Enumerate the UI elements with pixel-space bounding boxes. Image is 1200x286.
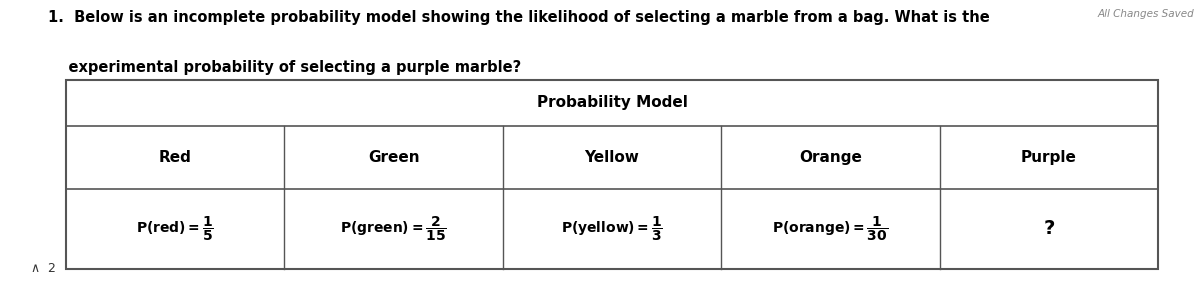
Text: Red: Red [158, 150, 192, 165]
Polygon shape [66, 80, 1158, 269]
Text: $\mathbf{P(yellow) = \dfrac{1}{3}}$: $\mathbf{P(yellow) = \dfrac{1}{3}}$ [562, 214, 662, 243]
Text: 1.  Below is an incomplete probability model showing the likelihood of selecting: 1. Below is an incomplete probability mo… [48, 10, 990, 25]
Text: $\wedge\ \ 2$: $\wedge\ \ 2$ [30, 262, 56, 275]
Text: $\mathbf{?}$: $\mathbf{?}$ [1043, 219, 1055, 238]
Text: Purple: Purple [1021, 150, 1076, 165]
Text: experimental probability of selecting a purple marble?: experimental probability of selecting a … [48, 60, 521, 75]
Text: Orange: Orange [799, 150, 862, 165]
Text: Probability Model: Probability Model [536, 96, 688, 110]
Text: All Changes Saved: All Changes Saved [1097, 9, 1194, 19]
Text: Yellow: Yellow [584, 150, 640, 165]
Text: $\mathbf{P(green) = \dfrac{2}{15}}$: $\mathbf{P(green) = \dfrac{2}{15}}$ [341, 214, 446, 243]
Text: $\mathbf{P(red) = \dfrac{1}{5}}$: $\mathbf{P(red) = \dfrac{1}{5}}$ [137, 214, 214, 243]
Text: Green: Green [367, 150, 420, 165]
Text: $\mathbf{P(orange) = \dfrac{1}{30}}$: $\mathbf{P(orange) = \dfrac{1}{30}}$ [773, 214, 888, 243]
